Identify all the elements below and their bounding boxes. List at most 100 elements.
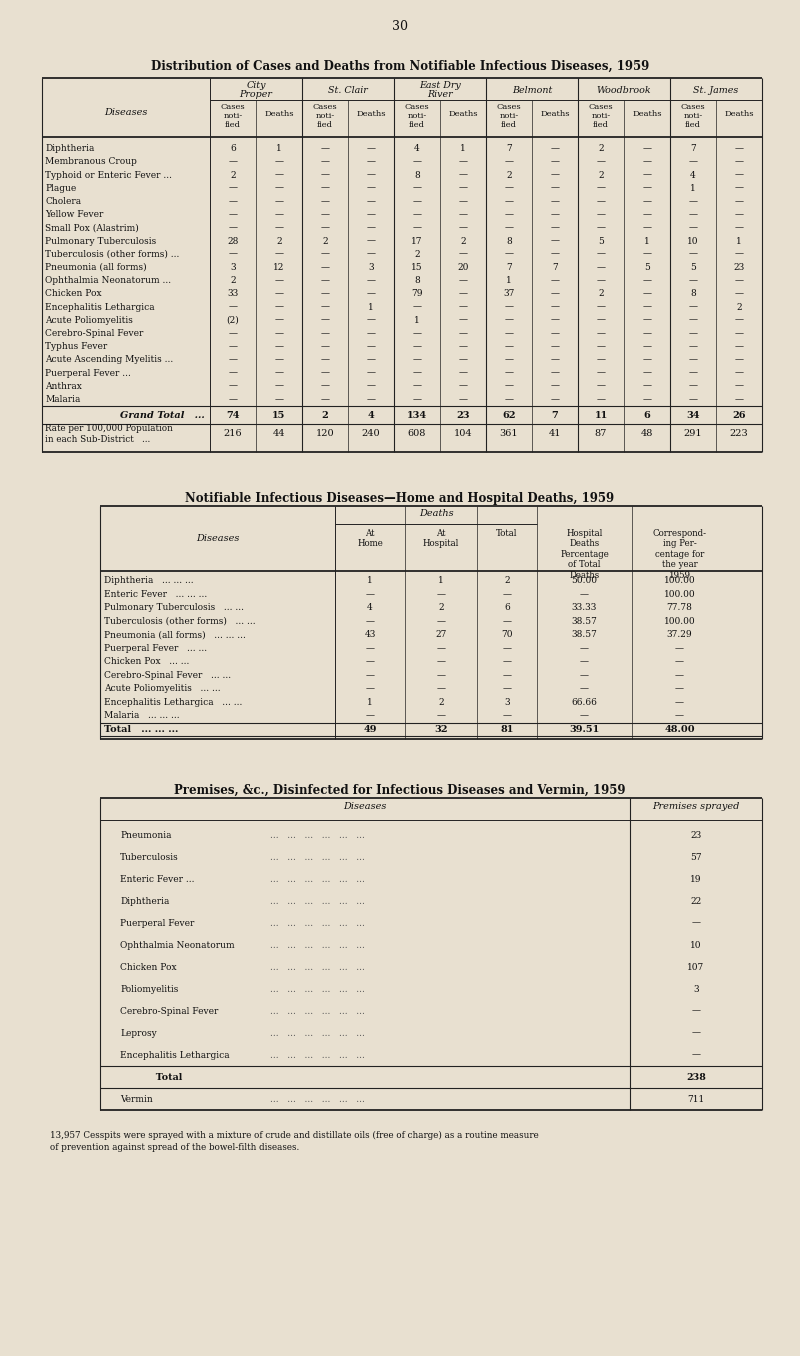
Text: Malaria   ... ... ...: Malaria ... ... ... (104, 712, 180, 720)
Text: 4: 4 (367, 603, 373, 613)
Text: 20: 20 (458, 263, 469, 273)
Text: —: — (437, 685, 446, 693)
Text: Notifiable Infectious Diseases—Home and Hospital Deaths, 1959: Notifiable Infectious Diseases—Home and … (186, 492, 614, 504)
Text: —: — (642, 157, 651, 167)
Text: Deaths: Deaths (356, 110, 386, 118)
Text: Malaria: Malaria (45, 395, 80, 404)
Text: St. James: St. James (694, 85, 738, 95)
Text: 32: 32 (434, 724, 448, 734)
Text: —: — (366, 144, 375, 153)
Text: 120: 120 (316, 430, 334, 438)
Text: —: — (691, 918, 701, 928)
Text: —: — (458, 157, 467, 167)
Text: —: — (366, 342, 375, 351)
Text: Chicken Pox: Chicken Pox (120, 963, 177, 971)
Text: 7: 7 (552, 263, 558, 273)
Text: 2: 2 (230, 171, 236, 179)
Text: —: — (689, 157, 698, 167)
Text: —: — (734, 171, 743, 179)
Text: 74: 74 (226, 411, 240, 420)
Text: 100.00: 100.00 (664, 617, 695, 625)
Text: 37: 37 (503, 289, 514, 298)
Text: —: — (274, 355, 283, 365)
Text: —: — (229, 250, 238, 259)
Text: —: — (734, 395, 743, 404)
Text: —: — (366, 369, 375, 377)
Text: —: — (274, 302, 283, 312)
Text: 23: 23 (734, 263, 745, 273)
Text: —: — (321, 171, 330, 179)
Text: —: — (321, 263, 330, 273)
Text: —: — (274, 157, 283, 167)
Text: —: — (689, 395, 698, 404)
Text: —: — (505, 224, 514, 232)
Text: —: — (689, 381, 698, 391)
Text: Deaths: Deaths (264, 110, 294, 118)
Text: 17: 17 (411, 236, 422, 245)
Text: —: — (321, 157, 330, 167)
Text: —: — (505, 197, 514, 206)
Text: Pulmonary Tuberculosis: Pulmonary Tuberculosis (45, 236, 156, 245)
Text: Puerperal Fever ...: Puerperal Fever ... (45, 369, 131, 377)
Text: 2: 2 (438, 603, 444, 613)
Text: 3: 3 (693, 984, 699, 994)
Text: 77.78: 77.78 (666, 603, 693, 613)
Text: —: — (366, 183, 375, 193)
Text: —: — (642, 369, 651, 377)
Text: —: — (550, 395, 559, 404)
Text: 5: 5 (598, 236, 604, 245)
Text: —: — (321, 183, 330, 193)
Text: 12: 12 (274, 263, 285, 273)
Text: Diseases: Diseases (196, 534, 239, 542)
Text: 216: 216 (224, 430, 242, 438)
Text: —: — (691, 1028, 701, 1037)
Text: 39.51: 39.51 (570, 724, 600, 734)
Text: —: — (229, 183, 238, 193)
Text: 38.57: 38.57 (571, 617, 598, 625)
Text: —: — (505, 250, 514, 259)
Text: 10: 10 (687, 236, 698, 245)
Text: —: — (734, 277, 743, 285)
Text: —: — (597, 342, 606, 351)
Text: ...   ...   ...   ...   ...   ...: ... ... ... ... ... ... (270, 896, 374, 906)
Text: Enteric Fever ...: Enteric Fever ... (120, 875, 194, 884)
Text: —: — (597, 277, 606, 285)
Text: Acute Poliomyelitis: Acute Poliomyelitis (45, 316, 133, 324)
Text: 50.00: 50.00 (571, 576, 598, 586)
Text: —: — (550, 171, 559, 179)
Text: Enteric Fever   ... ... ...: Enteric Fever ... ... ... (104, 590, 207, 599)
Text: —: — (597, 183, 606, 193)
Text: Puerperal Fever: Puerperal Fever (120, 918, 194, 928)
Text: —: — (274, 342, 283, 351)
Text: —: — (642, 277, 651, 285)
Text: 6: 6 (644, 411, 650, 420)
Text: Correspond-
ing Per-
centage for
the year
1959: Correspond- ing Per- centage for the yea… (653, 529, 706, 579)
Text: Leprosy: Leprosy (120, 1028, 157, 1037)
Text: —: — (458, 381, 467, 391)
Text: 48.00: 48.00 (664, 724, 695, 734)
Text: —: — (229, 395, 238, 404)
Text: Belmont: Belmont (512, 85, 552, 95)
Text: —: — (274, 183, 283, 193)
Text: —: — (689, 330, 698, 338)
Text: —: — (642, 171, 651, 179)
Text: 26: 26 (732, 411, 746, 420)
Text: Plague: Plague (45, 183, 76, 193)
Text: 2: 2 (504, 576, 510, 586)
Text: 3: 3 (230, 263, 236, 273)
Text: Pulmonary Tuberculosis   ... ...: Pulmonary Tuberculosis ... ... (104, 603, 244, 613)
Text: 1: 1 (367, 576, 373, 586)
Text: City: City (246, 81, 266, 89)
Text: Grand Total   ...: Grand Total ... (120, 411, 205, 420)
Text: 8: 8 (506, 236, 512, 245)
Text: —: — (505, 395, 514, 404)
Text: Deaths: Deaths (418, 508, 454, 518)
Text: —: — (229, 157, 238, 167)
Text: —: — (691, 1051, 701, 1059)
Text: —: — (458, 330, 467, 338)
Text: —: — (366, 250, 375, 259)
Text: —: — (505, 157, 514, 167)
Text: Encephalitis Lethargica   ... ...: Encephalitis Lethargica ... ... (104, 698, 242, 706)
Text: Cases
noti-
fied: Cases noti- fied (405, 103, 430, 129)
Text: —: — (505, 316, 514, 324)
